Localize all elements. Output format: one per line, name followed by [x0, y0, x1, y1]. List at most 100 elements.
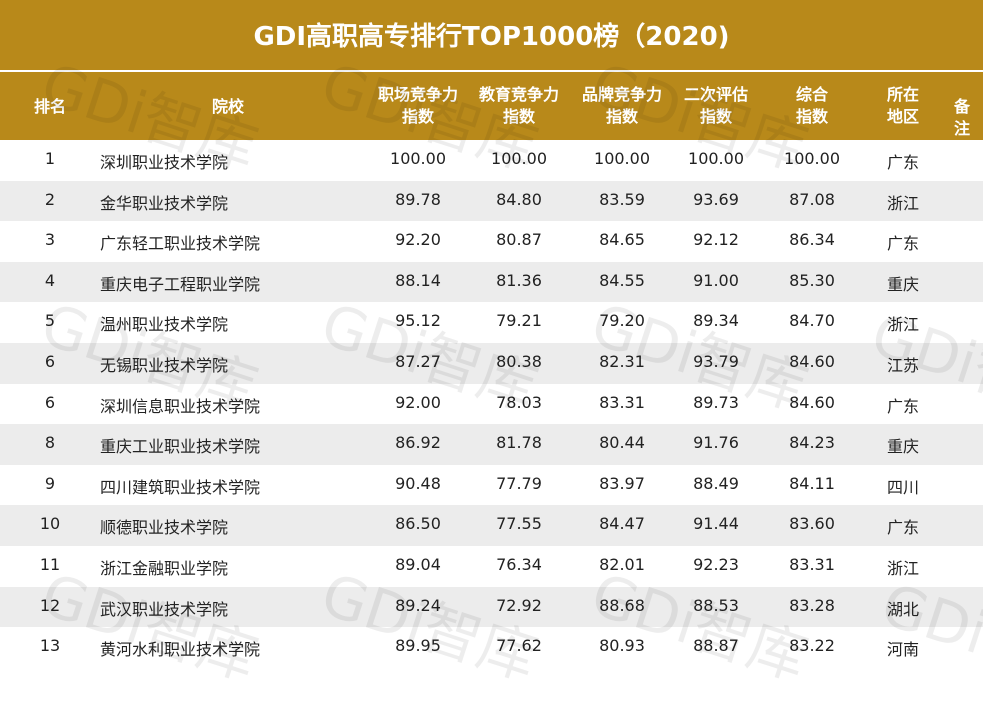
table-row: 4 重庆电子工程职业学院 88.14 81.36 84.55 91.00 85.30 重庆 [0, 261, 983, 303]
table-cell: 93.69 [693, 189, 739, 209]
table-cell: 83.28 [789, 595, 835, 615]
table-cell: 89.95 [395, 636, 441, 656]
table-cell: 88.53 [693, 595, 739, 615]
table-cell: 83.97 [599, 473, 645, 493]
table-cell: 84.11 [789, 473, 835, 493]
table-cell: 3 [44, 230, 56, 250]
table-cell: 82.31 [599, 352, 645, 371]
table-cell: 77.62 [496, 636, 542, 656]
table-cell: 82.01 [599, 555, 645, 574]
column-header-line: 品牌竞争力 [581, 85, 663, 104]
table-title: GDI高职高专排行TOP1000榜（2020) [0, 0, 983, 72]
table-cell: 江苏 [886, 356, 920, 375]
table-cell: 深圳信息职业技术学院 [100, 396, 261, 416]
table-row: 12 武汉职业技术学院 89.24 72.92 88.68 88.53 83.28 湖北 [0, 586, 983, 628]
table-cell: 84.60 [789, 392, 835, 412]
table-cell: 84.65 [599, 230, 645, 250]
table-cell: 浙江 [886, 315, 920, 335]
column-header: 二次评估 指数 [684, 84, 748, 128]
table-cell: 无锡职业技术学院 [100, 356, 229, 375]
table-cell: 91.44 [693, 514, 739, 534]
column-header: 院校 [212, 96, 244, 118]
table-row: 2 金华职业技术学院 89.78 84.80 83.59 93.69 87.08 浙江 [0, 180, 983, 222]
table-cell: 84.70 [789, 311, 835, 331]
table-cell: 81.78 [496, 433, 542, 453]
table-cell: 87.27 [395, 352, 441, 371]
table-cell: 83.60 [789, 514, 835, 534]
table-cell: 84.80 [496, 189, 542, 209]
column-header: 综合 指数 [796, 84, 828, 128]
column-header-line: 所在 [886, 85, 920, 104]
table-cell: 80.38 [496, 352, 542, 371]
column-header-line: 指数 [401, 107, 435, 126]
column-header: 教育竞争力 指数 [479, 84, 559, 128]
table-cell: 5 [44, 311, 56, 331]
table-header: 排名 院校 职场竞争力 指数 教育竞争力 指数 品牌竞争力 指数 二次评估 指数 综合 指数 所在 地区备… [0, 72, 983, 140]
table-row: 6 无锡职业技术学院 87.27 80.38 82.31 93.79 84.60 江苏 [0, 343, 983, 384]
table-cell: 10 [39, 514, 61, 534]
table-cell: 77.79 [496, 473, 542, 493]
column-header-line: 院校 [211, 97, 245, 116]
table-cell: 88.14 [395, 270, 441, 290]
table-row: 5 温州职业技术学院 95.12 79.21 79.20 89.34 84.70 浙江 [0, 302, 983, 343]
table-cell: 86.50 [395, 514, 441, 534]
table-cell: 91.76 [693, 433, 739, 453]
table-cell: 84.47 [599, 514, 645, 534]
table-cell: 91.00 [693, 270, 739, 290]
table-cell: 100.00 [594, 149, 650, 168]
table-cell: 93.79 [693, 352, 739, 371]
table-row: 10 顺德职业技术学院 86.50 77.55 84.47 91.44 83.60 广东 [0, 505, 983, 546]
table-cell: 89.73 [693, 392, 739, 412]
table-cell: 9 [44, 473, 56, 493]
table-cell: 86.92 [395, 433, 441, 453]
table-cell: 100.00 [390, 149, 446, 168]
table-cell: 8 [44, 433, 56, 453]
table-cell: 78.03 [496, 392, 542, 412]
table-cell: 广东 [886, 518, 920, 538]
table-cell: 81.36 [496, 270, 542, 290]
table-cell: 重庆 [886, 437, 920, 457]
table-row: 3 广东轻工职业技术学院 92.20 80.87 84.65 92.12 86.34 广东 [0, 221, 983, 262]
column-header-line: 教育竞争力 [478, 85, 560, 104]
table-cell: 6 [44, 392, 56, 412]
table-cell: 84.23 [789, 433, 835, 453]
table-cell: 77.55 [496, 514, 542, 534]
table-cell: 河南 [886, 640, 920, 660]
column-header: 品牌竞争力 指数 [582, 84, 662, 128]
table-cell: 广东轻工职业技术学院 [100, 234, 261, 254]
table-cell: 72.92 [496, 595, 542, 615]
table-cell: 4 [44, 270, 56, 290]
table-cell: 黄河水利职业技术学院 [100, 640, 261, 660]
table-cell: 95.12 [395, 311, 441, 331]
table-cell: 湖北 [886, 599, 920, 619]
table-cell: 广东 [886, 234, 920, 254]
table-row: 6 深圳信息职业技术学院 92.00 78.03 83.31 89.73 84.60 广东 [0, 383, 983, 425]
column-header-line: 指数 [502, 107, 536, 126]
table-cell: 2 [44, 189, 56, 209]
column-header: 所在 地区 [887, 84, 919, 128]
table-row: 1 深圳职业技术学院 100.00 100.00 100.00 100.00 100.00 广… [0, 140, 983, 181]
table-cell: 11 [39, 555, 61, 574]
column-header-line: 综合 [795, 85, 829, 104]
table-cell: 92.20 [395, 230, 441, 250]
table-cell: 83.22 [789, 636, 835, 656]
table-cell: 广东 [886, 153, 920, 172]
table-cell: 89.24 [395, 595, 441, 615]
table-cell: 四川 [886, 477, 920, 497]
column-header: 排名 [34, 96, 66, 118]
table-cell: 广东 [886, 396, 920, 416]
table-cell: 13 [39, 636, 61, 656]
table-cell: 76.34 [496, 555, 542, 574]
table-body: 1 深圳职业技术学院 100.00 100.00 100.00 100.00 100.00 广… [0, 140, 983, 668]
table-cell: 86.34 [789, 230, 835, 250]
table-cell: 89.34 [693, 311, 739, 331]
table-cell: 80.44 [599, 433, 645, 453]
table-cell: 100.00 [688, 149, 744, 168]
table-cell: 84.55 [599, 270, 645, 290]
table-cell: 100.00 [491, 149, 547, 168]
table-cell: 温州职业技术学院 [100, 315, 229, 335]
table-cell: 88.87 [693, 636, 739, 656]
table-cell: 80.93 [599, 636, 645, 656]
table-cell: 6 [44, 352, 56, 371]
